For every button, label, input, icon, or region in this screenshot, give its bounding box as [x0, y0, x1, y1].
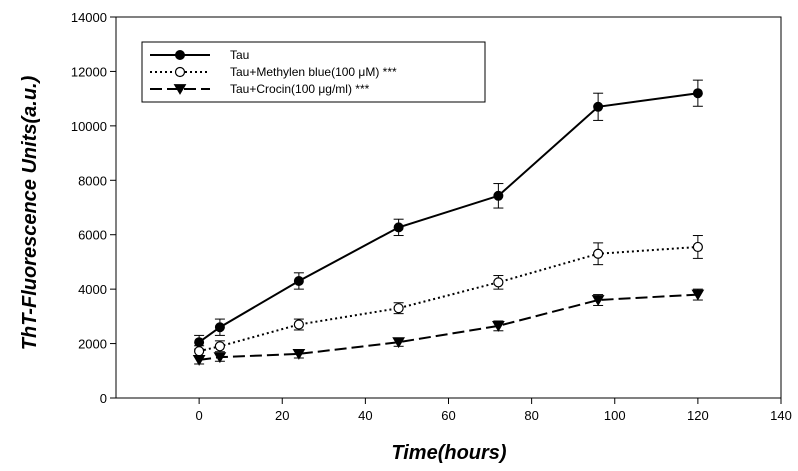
data-point — [493, 190, 504, 201]
data-point — [393, 222, 404, 233]
legend: Tau Tau+Methylen blue(100 μM) *** Tau+Croc… — [141, 41, 486, 103]
data-point — [293, 319, 304, 330]
x-tick-label: 0 — [196, 408, 203, 423]
legend-marker — [174, 66, 186, 78]
x-tick-label: 40 — [358, 408, 372, 423]
y-tick-label: 6000 — [78, 228, 107, 243]
data-point — [692, 88, 703, 99]
legend-item: Tau+Methylen blue(100 μM) *** — [150, 65, 397, 79]
data-point — [213, 352, 227, 364]
legend-label: Tau+Crocin(100 μg/ml) *** — [230, 82, 370, 96]
data-point — [493, 277, 504, 288]
series-line — [198, 92, 699, 344]
legend-marker — [173, 84, 187, 95]
x-tick-label: 20 — [275, 408, 289, 423]
x-tick-label: 120 — [687, 408, 709, 423]
data-point — [591, 295, 605, 306]
data-point — [293, 275, 304, 286]
legend-label: Tau+Methylen blue(100 μM) *** — [230, 65, 397, 79]
series-layer — [192, 79, 705, 366]
x-tick-label: 80 — [524, 408, 538, 423]
data-point — [692, 241, 703, 253]
data-point — [392, 337, 405, 349]
y-tick-label: 14000 — [71, 10, 107, 25]
x-tick-label: 60 — [441, 408, 455, 423]
legend-box — [141, 41, 486, 103]
legend-item: Tau+Crocin(100 μg/ml) *** — [150, 82, 370, 96]
y-tick-label: 0 — [100, 391, 107, 406]
x-tick-label: 140 — [770, 408, 792, 423]
x-axis: 0 20 40 60 80 100 120 140 — [196, 398, 792, 423]
data-point — [492, 320, 505, 332]
x-axis-title: Time(hours) — [391, 442, 507, 464]
legend-marker — [175, 50, 185, 60]
y-tick-label: 12000 — [71, 64, 107, 79]
data-point — [194, 346, 205, 357]
series-line — [198, 293, 698, 361]
data-point — [691, 289, 705, 301]
series-1 — [194, 79, 703, 350]
data-point — [593, 248, 604, 259]
y-axis-title: ThT-Fluorescence Units(a.u.) — [19, 75, 41, 350]
data-point — [292, 349, 306, 360]
y-tick-label: 2000 — [78, 337, 107, 352]
data-point — [192, 355, 206, 366]
x-tick-label: 100 — [604, 408, 626, 423]
data-point — [214, 341, 226, 352]
y-tick-label: 4000 — [78, 282, 107, 297]
legend-item: Tau — [150, 48, 249, 62]
legend-label: Tau — [230, 48, 249, 62]
data-point — [593, 101, 604, 112]
y-tick-label: 10000 — [71, 119, 107, 134]
y-axis: 0 2000 4000 6000 8000 10000 12000 14000 — [71, 10, 116, 406]
y-tick-label: 8000 — [78, 173, 107, 188]
data-point — [214, 322, 225, 333]
data-point — [393, 303, 404, 314]
series-3 — [192, 288, 705, 366]
series-2 — [194, 235, 703, 358]
